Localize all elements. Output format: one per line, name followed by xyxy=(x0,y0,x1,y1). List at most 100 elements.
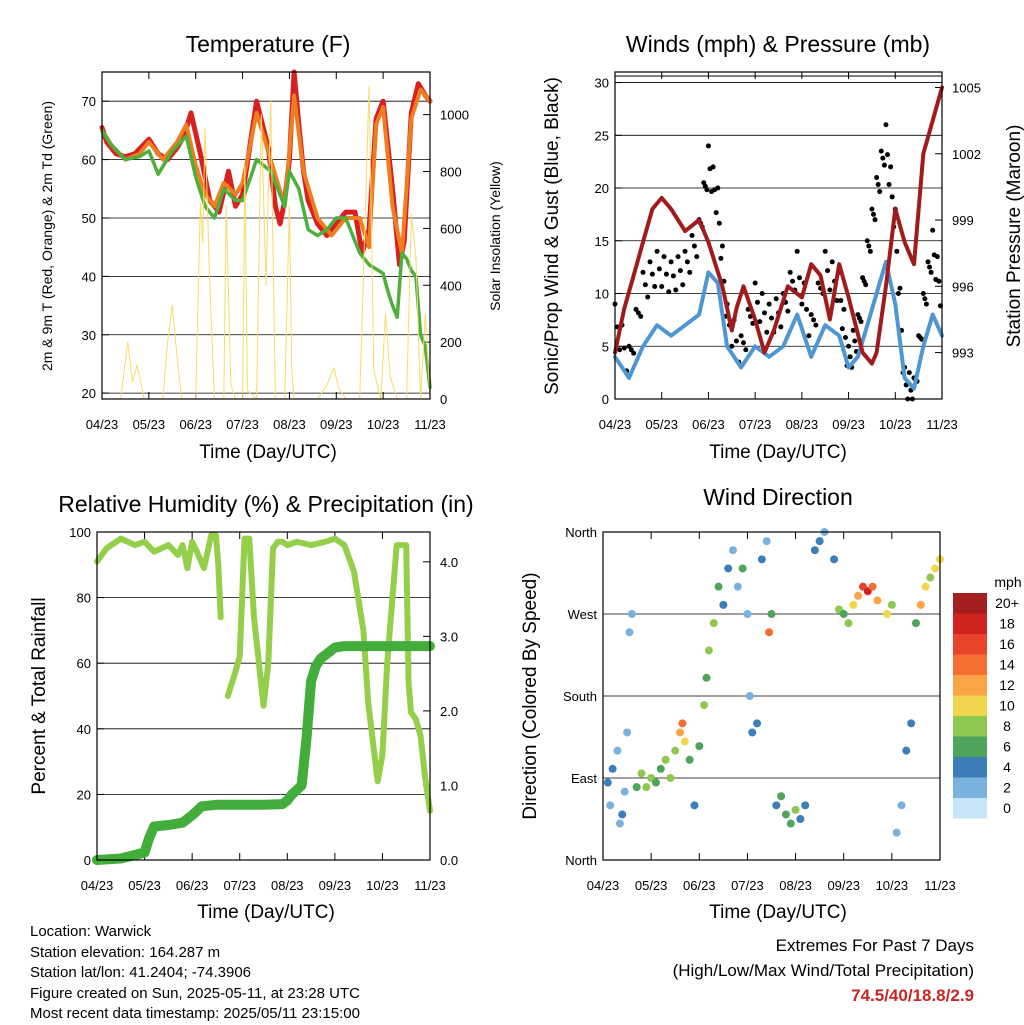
legend-label: 10 xyxy=(999,698,1015,714)
direction-point xyxy=(765,628,774,637)
series-line-wind xyxy=(613,259,944,391)
direction-point xyxy=(695,742,704,751)
gust-point xyxy=(654,248,660,254)
direction-point xyxy=(702,673,711,682)
direction-point xyxy=(666,774,675,782)
gust-point xyxy=(806,333,812,339)
direction-point xyxy=(745,692,754,700)
legend-swatch xyxy=(953,695,987,716)
gust-point xyxy=(705,143,711,149)
gust-point xyxy=(858,319,864,325)
y-axis-label: Percent & Total Rainfall xyxy=(29,597,50,794)
gust-point xyxy=(668,259,674,265)
gust-point xyxy=(850,327,856,333)
gust-point xyxy=(710,164,716,170)
direction-point xyxy=(815,537,824,546)
gust-point xyxy=(617,347,623,353)
direction-point xyxy=(801,801,810,810)
gust-point xyxy=(869,206,875,212)
direction-point xyxy=(700,701,709,710)
gust-point xyxy=(847,354,853,360)
gust-point xyxy=(635,310,641,316)
x-tick-label: 06/23 xyxy=(179,417,212,432)
recent-data-text: Most recent data timestamp: 2025/05/11 2… xyxy=(30,1005,360,1022)
x-tick-label: 05/23 xyxy=(128,878,161,893)
direction-point xyxy=(676,728,685,737)
gust-point xyxy=(885,152,890,158)
direction-point xyxy=(625,628,634,637)
direction-point xyxy=(627,610,636,618)
direction-point xyxy=(632,783,641,792)
gust-point xyxy=(927,264,933,270)
gust-point xyxy=(838,298,844,304)
legend-label: 4 xyxy=(1003,759,1011,775)
x-tick-label: 06/23 xyxy=(176,878,209,893)
x-tick-label: 05/23 xyxy=(635,878,668,893)
extremes-value: 74.5/40/18.8/2.9 xyxy=(851,986,974,1005)
gust-point xyxy=(785,308,791,314)
series-line-precip xyxy=(92,641,435,865)
gust-point xyxy=(889,194,895,200)
gust-point xyxy=(894,248,900,254)
gust-point xyxy=(852,338,858,344)
direction-point xyxy=(690,801,699,810)
y-tick-label: 0 xyxy=(84,853,91,868)
series-line-pressure xyxy=(613,85,944,366)
gust-point xyxy=(825,268,831,274)
gust-point xyxy=(875,182,881,188)
gust-point xyxy=(652,283,658,289)
gust-point xyxy=(640,269,646,275)
gust-point xyxy=(713,210,719,216)
legend-label: 12 xyxy=(999,677,1015,693)
direction-point xyxy=(642,783,651,792)
x-tick-label: 11/23 xyxy=(414,878,446,893)
y-tick-label: 5 xyxy=(602,339,609,354)
y-tick-label: 50 xyxy=(82,211,96,226)
created-text: Figure created on Sun, 2025-05-11, at 23… xyxy=(30,984,360,1002)
direction-point xyxy=(873,596,882,605)
direction-point xyxy=(606,801,615,810)
legend-swatch xyxy=(953,593,987,614)
direction-point xyxy=(796,815,805,823)
direction-point xyxy=(762,537,771,546)
x-tick-label: 09/23 xyxy=(320,417,353,432)
gust-point xyxy=(675,254,681,260)
y-tick-label: 0 xyxy=(602,392,609,407)
gust-point xyxy=(645,294,651,300)
gust-point xyxy=(839,326,845,332)
gust-point xyxy=(878,148,884,154)
y-axis-label: Sonic/Prop Wind & Gust (Blue, Black) xyxy=(542,77,563,395)
y-axis-label: 2m & 9m T (Red, Orange) & 2m Td (Green) xyxy=(39,101,55,371)
direction-point xyxy=(883,610,892,618)
y-tick-label: 30 xyxy=(82,328,96,343)
y-tick-label: 15 xyxy=(595,234,609,249)
gust-point xyxy=(923,301,929,307)
direction-point xyxy=(719,600,728,609)
gust-point xyxy=(880,155,886,161)
gust-point xyxy=(689,233,695,238)
extremes-subtitle: (High/Low/Max Wind/Total Precipitation) xyxy=(672,961,974,980)
legend-swatch xyxy=(953,716,987,737)
gust-point xyxy=(733,338,739,344)
gust-point xyxy=(768,315,774,321)
x-tick-label: 06/23 xyxy=(683,878,716,893)
x-axis-label: Time (Day/UTC) xyxy=(709,902,847,923)
direction-point xyxy=(830,555,839,564)
gust-point xyxy=(881,162,887,168)
series-line-orange xyxy=(100,87,432,255)
gust-point xyxy=(670,273,676,279)
direction-point xyxy=(738,564,747,573)
y-tick-label: 10 xyxy=(595,287,609,302)
gust-point xyxy=(841,306,847,312)
gust-point xyxy=(684,259,690,265)
x-tick-label: 07/23 xyxy=(226,417,259,432)
legend-swatch xyxy=(953,736,987,757)
y-right-tick-label: 993 xyxy=(952,346,974,361)
gust-point xyxy=(906,370,912,376)
x-tick-label: 10/23 xyxy=(879,417,912,432)
x-tick-label: 07/23 xyxy=(223,878,256,893)
y-tick-label: 20 xyxy=(77,787,91,802)
gust-point xyxy=(715,185,721,191)
gust-point xyxy=(691,243,697,249)
gust-point xyxy=(778,324,784,330)
